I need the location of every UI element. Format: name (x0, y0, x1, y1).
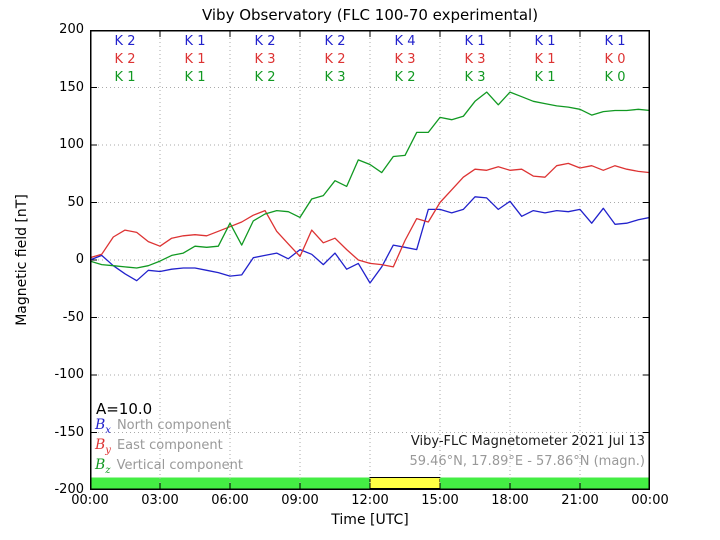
activity-bar-segment (440, 477, 650, 489)
y-tick-label: -50 (62, 309, 84, 325)
k-index-value-bx-0: K 2 (114, 34, 136, 49)
k-index-value-bz-4: K 2 (394, 70, 416, 85)
k-index-value-bx-5: K 1 (464, 34, 486, 49)
k-index-value-bz-3: K 3 (324, 70, 346, 85)
x-axis-label: Time [UTC] (331, 512, 409, 528)
series-line-bz (89, 91, 651, 269)
k-index-value-by-3: K 2 (324, 52, 346, 67)
k-index-value-bz-6: K 1 (534, 70, 556, 85)
legend-label: East component (116, 438, 223, 453)
activity-bar-segment (369, 477, 441, 489)
k-index-value-bz-2: K 2 (254, 70, 276, 85)
k-index-value-bx-6: K 1 (534, 34, 556, 49)
station-coordinates-line: 59.46°N, 17.89°E - 57.86°N (magn.) (409, 454, 645, 469)
k-index-value-by-7: K 0 (604, 52, 626, 67)
y-tick-label: -200 (54, 482, 84, 497)
legend-item-bz: Bz Vertical component (95, 457, 243, 477)
legend-item-by: By East component (95, 437, 243, 457)
x-tick-label: 21:00 (561, 493, 599, 508)
k-index-value-bx-3: K 2 (324, 34, 346, 49)
station-credit-line: Viby-FLC Magnetometer 2021 Jul 13 (410, 434, 645, 449)
chart-title: Viby Observatory (FLC 100-70 experimenta… (201, 6, 539, 24)
k-index-value-by-6: K 1 (534, 52, 556, 67)
plot-frame-border (90, 30, 650, 490)
k-index-value-by-0: K 2 (114, 52, 136, 67)
k-index-value-bx-1: K 1 (184, 34, 206, 49)
k-index-value-by-5: K 3 (464, 52, 486, 67)
x-tick-label: 06:00 (211, 493, 249, 508)
x-tick-label: 09:00 (281, 493, 319, 508)
k-index-value-bz-0: K 1 (114, 70, 136, 85)
x-tick-label: 18:00 (491, 493, 529, 508)
k-index-value-bz-5: K 3 (464, 70, 486, 85)
x-tick-label: 00:00 (631, 493, 669, 508)
a-index-annotation: A=10.0 (96, 400, 153, 418)
legend-label: Vertical component (116, 458, 243, 473)
legend-symbol-bz: Bz (95, 457, 111, 476)
y-tick-label: 150 (59, 79, 84, 95)
legend-symbol-by: By (95, 437, 111, 456)
legend-label: North component (116, 418, 231, 433)
legend-symbol-bx: Bx (95, 417, 111, 436)
legend: Bx North component By East component Bz Verti… (95, 417, 243, 477)
y-axis-label: Magnetic field [nT] (14, 194, 30, 326)
series-line-by (89, 162, 651, 268)
series-line-bx (89, 196, 651, 284)
legend-item-bx: Bx North component (95, 417, 243, 437)
k-index-value-by-2: K 3 (254, 52, 276, 67)
k-index-value-by-1: K 1 (184, 52, 206, 67)
y-tick-label: -150 (54, 424, 84, 440)
y-tick-label: -100 (54, 367, 84, 382)
x-tick-label: 00:00 (71, 493, 109, 508)
y-tick-label: 50 (67, 194, 84, 210)
k-index-value-bz-7: K 0 (604, 70, 626, 85)
plot-canvas (89, 29, 651, 491)
x-tick-label: 03:00 (141, 493, 179, 508)
y-tick-label: 100 (59, 137, 84, 152)
x-tick-label: 15:00 (421, 493, 459, 508)
y-tick-label: 200 (59, 22, 84, 37)
k-index-value-bx-2: K 2 (254, 34, 276, 49)
plot-area (89, 29, 651, 491)
k-index-value-bx-4: K 4 (394, 34, 416, 49)
k-index-value-bz-1: K 1 (184, 70, 206, 85)
k-index-value-by-4: K 3 (394, 52, 416, 67)
y-tick-label: 0 (75, 252, 84, 267)
k-index-value-bx-7: K 1 (604, 34, 626, 49)
x-tick-label: 12:00 (351, 493, 389, 508)
